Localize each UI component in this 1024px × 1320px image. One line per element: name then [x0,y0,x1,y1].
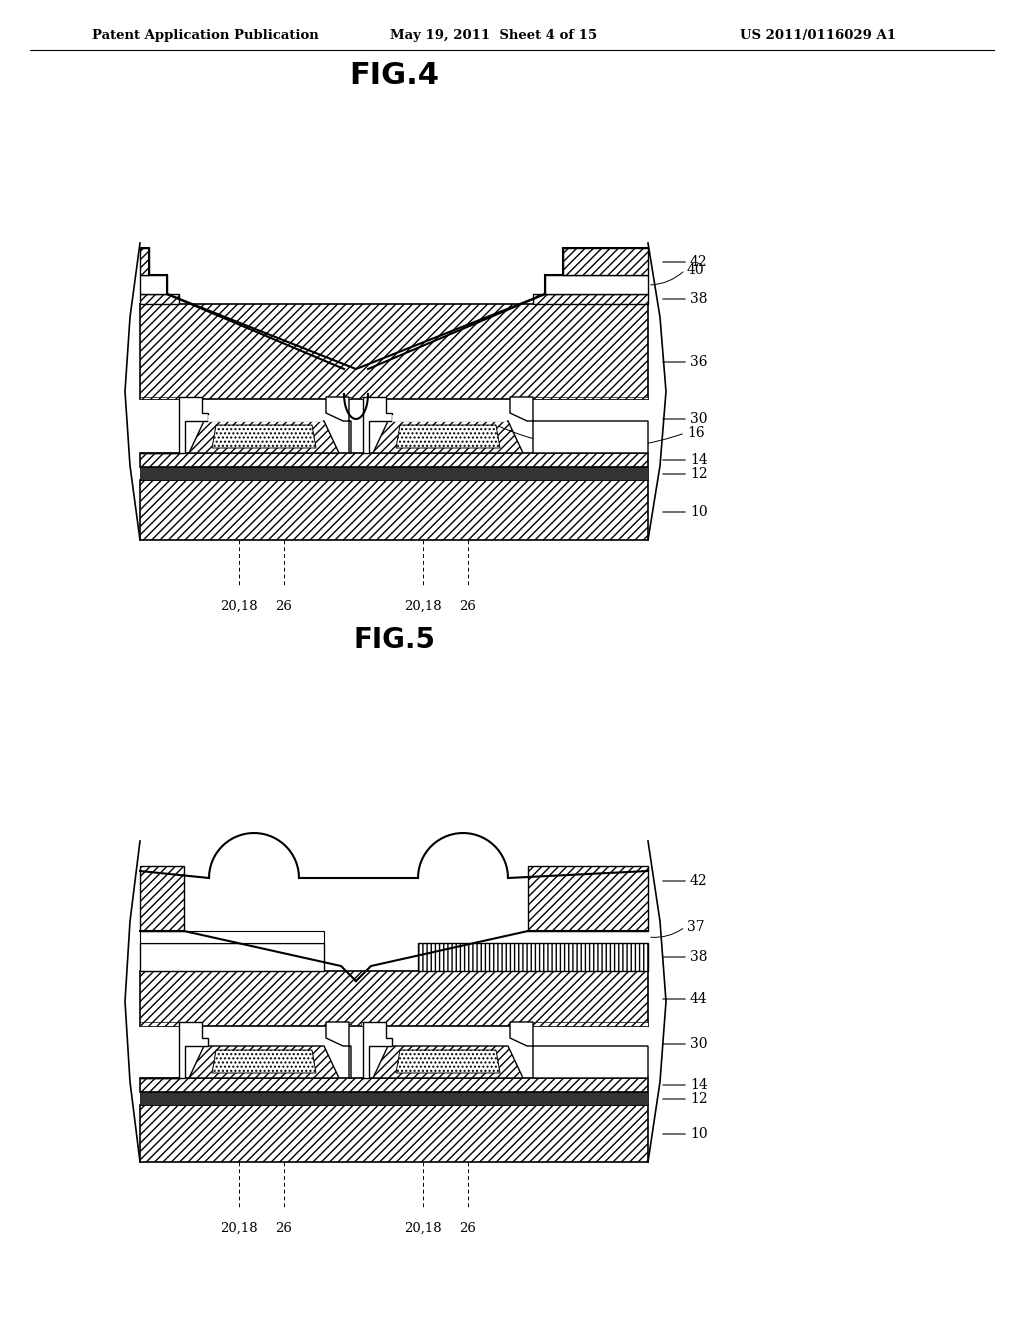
Polygon shape [140,972,648,1026]
Polygon shape [140,304,648,399]
Polygon shape [140,1022,208,1078]
Text: 30: 30 [690,1038,708,1051]
Polygon shape [212,1049,316,1073]
Text: 10: 10 [690,506,708,519]
Polygon shape [140,1078,648,1092]
Text: FIG.4: FIG.4 [349,61,439,90]
Polygon shape [510,397,648,453]
Polygon shape [361,1022,392,1078]
Polygon shape [326,1022,351,1078]
Text: 26: 26 [460,601,476,612]
Text: Patent Application Publication: Patent Application Publication [92,29,318,41]
Text: 20,18: 20,18 [404,1222,441,1236]
Text: 12: 12 [690,1092,708,1106]
Polygon shape [510,1022,648,1026]
Polygon shape [361,397,392,453]
Text: 16: 16 [687,426,705,440]
Text: 26: 26 [460,1222,476,1236]
Polygon shape [140,931,324,942]
Polygon shape [140,1092,648,1105]
Polygon shape [140,275,167,294]
Text: May 19, 2011  Sheet 4 of 15: May 19, 2011 Sheet 4 of 15 [390,29,597,41]
Polygon shape [396,1049,500,1073]
Text: 36: 36 [690,355,708,370]
Text: 14: 14 [690,453,708,467]
Text: 20,18: 20,18 [404,601,441,612]
Polygon shape [140,294,179,304]
Text: 38: 38 [690,292,708,306]
Polygon shape [563,248,648,275]
Text: 20,18: 20,18 [220,601,258,612]
Text: 30: 30 [690,412,708,426]
Polygon shape [140,248,150,275]
Polygon shape [510,397,648,399]
Text: 20,18: 20,18 [220,1222,258,1236]
Text: 26: 26 [275,601,293,612]
Polygon shape [326,397,351,399]
Polygon shape [373,421,523,453]
Polygon shape [373,1045,523,1078]
Polygon shape [396,425,500,447]
Text: 26: 26 [275,1222,293,1236]
Polygon shape [326,397,351,453]
Polygon shape [545,275,648,294]
Text: FIG.5: FIG.5 [353,626,435,653]
Polygon shape [140,1105,648,1162]
Polygon shape [189,421,339,453]
Text: 12: 12 [690,467,708,480]
Polygon shape [140,942,324,972]
Polygon shape [510,1022,648,1078]
Polygon shape [208,414,322,421]
Polygon shape [534,294,648,304]
Polygon shape [418,942,648,972]
Polygon shape [326,1022,351,1026]
Text: 42: 42 [690,255,708,269]
Polygon shape [140,480,648,540]
Polygon shape [140,397,202,399]
Text: 40: 40 [687,263,705,277]
Text: 42: 42 [690,874,708,888]
Text: 37: 37 [687,920,705,935]
Text: 14: 14 [690,1078,708,1092]
Polygon shape [528,866,648,931]
Polygon shape [392,414,506,421]
Polygon shape [140,866,184,931]
Text: 44: 44 [690,993,708,1006]
Polygon shape [140,397,208,453]
Polygon shape [140,453,648,467]
Polygon shape [189,1045,339,1078]
Text: US 2011/0116029 A1: US 2011/0116029 A1 [740,29,896,41]
Polygon shape [212,425,316,447]
Polygon shape [140,1022,202,1026]
Text: 38: 38 [690,950,708,964]
Polygon shape [361,1022,386,1026]
Text: 10: 10 [690,1127,708,1140]
Polygon shape [361,397,386,399]
Polygon shape [140,467,648,480]
